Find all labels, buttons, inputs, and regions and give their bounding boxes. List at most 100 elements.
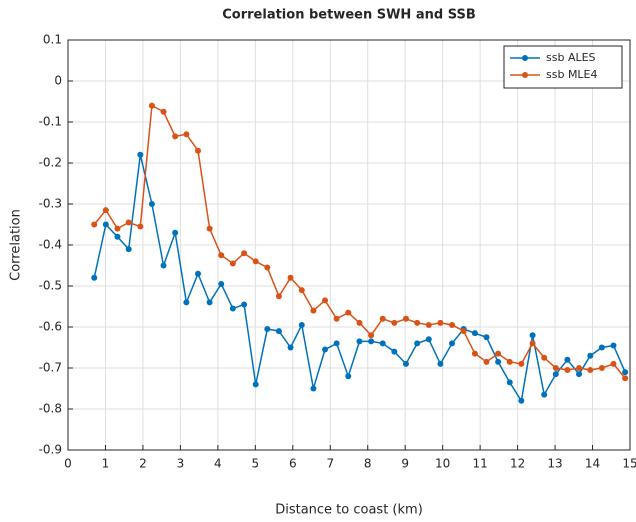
- data-point: [518, 397, 525, 404]
- data-point: [264, 326, 271, 333]
- data-point: [483, 334, 490, 341]
- data-point: [610, 360, 617, 367]
- data-point: [495, 358, 502, 365]
- data-point: [414, 319, 421, 326]
- data-point: [483, 358, 490, 365]
- x-tick-label: 6: [289, 457, 297, 471]
- y-tick-label: -0.2: [39, 156, 62, 170]
- data-point: [610, 342, 617, 349]
- x-tick-label: 7: [326, 457, 334, 471]
- data-point: [148, 201, 155, 207]
- data-point: [402, 360, 409, 367]
- data-point: [160, 262, 167, 269]
- x-tick-label: 14: [585, 457, 600, 471]
- data-point: [529, 340, 536, 347]
- x-tick-label: 8: [364, 457, 372, 471]
- data-point: [125, 219, 132, 226]
- data-point: [310, 385, 317, 392]
- x-tick-label: 1: [102, 457, 110, 471]
- data-point: [368, 332, 375, 339]
- y-axis-label: Correlation: [9, 209, 24, 281]
- data-point: [322, 297, 329, 304]
- data-point: [275, 328, 282, 335]
- y-tick-label: 0.1: [43, 33, 62, 47]
- data-point: [298, 287, 305, 294]
- data-point: [241, 250, 248, 257]
- legend-marker: [522, 55, 528, 61]
- data-point: [102, 221, 109, 228]
- legend-marker: [522, 72, 528, 78]
- data-point: [287, 344, 294, 351]
- data-point: [218, 280, 225, 287]
- data-point: [518, 360, 525, 367]
- data-point: [437, 360, 444, 367]
- x-tick-label: 12: [510, 457, 525, 471]
- chart-title: Correlation between SWH and SSB: [222, 8, 476, 23]
- data-point: [402, 315, 409, 322]
- plot-frame: [67, 39, 631, 451]
- data-point: [195, 270, 202, 277]
- data-point: [356, 319, 363, 326]
- data-point: [275, 293, 282, 300]
- data-point: [183, 131, 190, 138]
- data-point: [379, 340, 386, 347]
- x-tick-label: 2: [139, 457, 147, 471]
- data-point: [552, 371, 559, 378]
- data-point: [449, 321, 456, 328]
- data-point: [576, 371, 583, 378]
- data-point: [622, 375, 629, 382]
- data-point: [356, 338, 363, 345]
- data-point: [529, 332, 536, 339]
- data-point: [206, 225, 213, 232]
- data-point: [125, 246, 132, 253]
- data-point: [414, 340, 421, 347]
- y-tick-label: -0.1: [39, 115, 62, 129]
- data-point: [460, 328, 467, 335]
- data-point: [391, 348, 398, 355]
- data-point: [598, 344, 605, 351]
- data-point: [368, 338, 375, 345]
- data-point: [252, 381, 259, 388]
- data-point: [506, 358, 513, 365]
- data-point: [137, 223, 144, 230]
- legend: ssb ALES ssb MLE4: [503, 45, 623, 89]
- data-point: [564, 367, 571, 374]
- data-point: [379, 315, 386, 322]
- x-tick-label: 0: [64, 457, 72, 471]
- x-tick-label: 11: [472, 457, 487, 471]
- y-tick-label: -0.4: [39, 238, 62, 252]
- legend-label: ssb ALES: [546, 51, 596, 64]
- x-tick-label: 9: [401, 457, 409, 471]
- data-point: [91, 221, 98, 228]
- data-point: [310, 307, 317, 314]
- data-point: [391, 319, 398, 326]
- y-tick-label: -0.5: [39, 279, 62, 293]
- data-point: [114, 225, 121, 232]
- x-tick-label: 5: [252, 457, 260, 471]
- data-point: [322, 346, 329, 353]
- data-point: [264, 264, 271, 271]
- y-tick-label: -0.3: [39, 197, 62, 211]
- data-point: [148, 102, 155, 109]
- x-tick-label: 4: [214, 457, 222, 471]
- data-point: [622, 369, 629, 376]
- data-point: [471, 350, 478, 357]
- data-point: [298, 321, 305, 328]
- x-axis-label: Distance to coast (km): [275, 503, 423, 518]
- x-tick-label: 10: [435, 457, 450, 471]
- data-point: [206, 299, 213, 306]
- data-point: [229, 260, 236, 267]
- x-tick-label: 13: [547, 457, 562, 471]
- data-point: [229, 305, 236, 312]
- data-point: [495, 350, 502, 357]
- data-point: [218, 252, 225, 259]
- y-tick-label: -0.9: [39, 443, 62, 457]
- data-point: [345, 373, 352, 380]
- data-point: [102, 207, 109, 214]
- y-tick-label: 0: [54, 74, 62, 88]
- data-point: [287, 274, 294, 281]
- data-point: [541, 391, 548, 398]
- data-point: [564, 356, 571, 363]
- data-point: [576, 365, 583, 371]
